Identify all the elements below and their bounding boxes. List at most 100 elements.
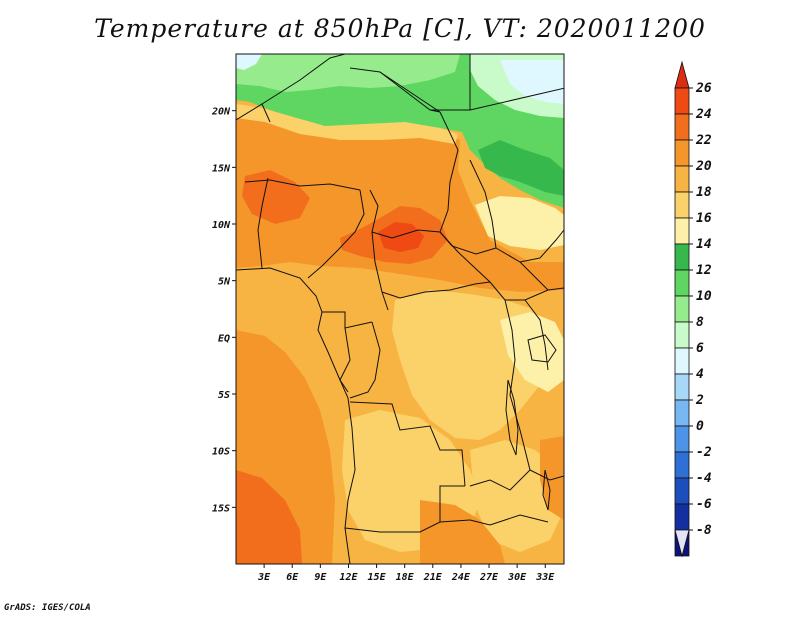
lake-malawi	[542, 469, 551, 511]
colorbar-bin	[674, 217, 690, 245]
colorbar-label: 10	[696, 289, 712, 304]
x-tick-label: 24E	[451, 572, 471, 583]
border-niger-nigeria	[244, 179, 361, 191]
border-drc-angola	[349, 401, 466, 487]
colorbar-bin	[674, 295, 690, 323]
colorbar-bin	[674, 321, 690, 349]
border-angola-zambia	[439, 485, 465, 522]
grads-credit: GrADS: IGES/COLA	[4, 603, 91, 613]
y-tick-label: 10N	[212, 220, 231, 231]
colorbar-label: 16	[696, 211, 712, 226]
colorbar-label: -6	[696, 497, 712, 512]
colorbar-bin	[674, 139, 690, 167]
field-sahel-band	[236, 108, 564, 292]
x-tick-label: 21E	[423, 572, 443, 583]
y-tick-label: 5N	[218, 277, 231, 288]
border-congo-drc	[349, 321, 381, 399]
border-chad-car	[369, 189, 441, 239]
border-benin-nigeria	[257, 177, 269, 269]
y-tick-label: 5S	[218, 390, 230, 401]
colorbar-bin	[674, 529, 690, 558]
x-tick-label: 9E	[314, 572, 327, 583]
border-nigeria-cameroon	[307, 189, 365, 279]
chart-title: Temperature at 850hPa [C], VT: 202001120…	[94, 14, 706, 43]
y-tick-label: EQ	[218, 333, 230, 344]
colorbar-bin	[674, 347, 690, 375]
colorbar-label: 4	[696, 367, 704, 382]
colorbar-label: -2	[696, 445, 712, 460]
border-cameroon-gabon	[322, 311, 373, 329]
border-zambia-zimbabwe	[469, 514, 549, 526]
x-tick-label: 6E	[286, 572, 299, 583]
border-chad-libya	[349, 67, 431, 111]
field-northwest-cyan	[236, 54, 262, 70]
colorbar-label: 14	[696, 237, 712, 252]
border-algeria-libya	[261, 54, 346, 105]
map-frame	[235, 53, 565, 565]
colorbar-label: -8	[696, 523, 712, 538]
field-northeast-coldest	[500, 60, 564, 104]
field-sahel-light	[236, 104, 458, 144]
field-south-strip	[420, 500, 505, 564]
border-south-sudan-ethiopia	[519, 261, 549, 291]
colorbar-label: 20	[695, 159, 712, 174]
colorbar-label: 18	[696, 185, 712, 200]
x-tick-label: 30E	[507, 572, 527, 583]
colorbar-bin	[674, 60, 690, 89]
field-east-africa-light	[500, 312, 564, 392]
border-car-ssudan	[439, 231, 491, 283]
y-tick-label: 15S	[212, 503, 230, 514]
field-mozambique-warm	[540, 436, 564, 520]
colorbar-bin	[674, 477, 690, 505]
colorbar-bin	[674, 373, 690, 401]
border-uganda-kenya	[524, 299, 549, 371]
colorbar-label: 0	[696, 419, 704, 434]
border-gabon-congo	[339, 327, 351, 393]
x-tick-label: 18E	[396, 572, 415, 583]
lake-tanganyika	[505, 379, 519, 456]
x-tick-label: 15E	[368, 572, 387, 583]
border-tanzania-mozambique	[529, 469, 564, 481]
colorbar-label: 6	[696, 341, 704, 356]
lake-victoria	[527, 334, 557, 363]
colorbar-label: 8	[696, 315, 704, 330]
border-angola-namibia	[344, 519, 471, 533]
country-borders	[236, 54, 564, 564]
x-tick-label: 12E	[339, 572, 358, 583]
temperature-field	[236, 54, 564, 564]
y-tick-label: 10S	[212, 447, 230, 458]
colorbar-bin	[674, 451, 690, 479]
coast-gulf-guinea	[236, 267, 356, 564]
border-chad-sudan	[439, 111, 459, 233]
field-north-green-band	[236, 54, 564, 208]
field-north-lightgreen	[236, 54, 460, 92]
field-northeast-green	[478, 140, 564, 196]
field-west-warm	[242, 170, 310, 224]
colorbar-bin	[674, 425, 690, 453]
colorbar-bin	[674, 165, 690, 193]
border-ssudan-uganda	[505, 287, 564, 301]
colorbar-bin	[674, 399, 690, 427]
colorbar-bin	[674, 113, 690, 141]
border-car-drc	[381, 281, 491, 299]
border-east-ethiopia	[539, 229, 564, 259]
colorbar-bin	[674, 243, 690, 271]
colorbar-bin	[674, 191, 690, 219]
y-tick-label: 15N	[212, 163, 231, 174]
x-tick-label: 33E	[535, 572, 555, 583]
field-southwest-warm	[236, 470, 302, 564]
colorbar-label: -4	[696, 471, 712, 486]
colorbar-label: 22	[695, 133, 712, 148]
colorbar-label: 12	[696, 263, 712, 278]
border-drc-east	[469, 281, 531, 491]
colorbar-label: 24	[695, 107, 712, 122]
colorbar-bin	[674, 87, 690, 115]
colorbar-label: 2	[695, 393, 704, 408]
colorbar-label: 26	[695, 81, 712, 96]
y-tick-label: 20N	[211, 107, 231, 118]
x-tick-label: 27E	[479, 572, 499, 583]
border-egypt-sudan	[430, 87, 564, 111]
x-tick-label: 3E	[257, 572, 271, 583]
